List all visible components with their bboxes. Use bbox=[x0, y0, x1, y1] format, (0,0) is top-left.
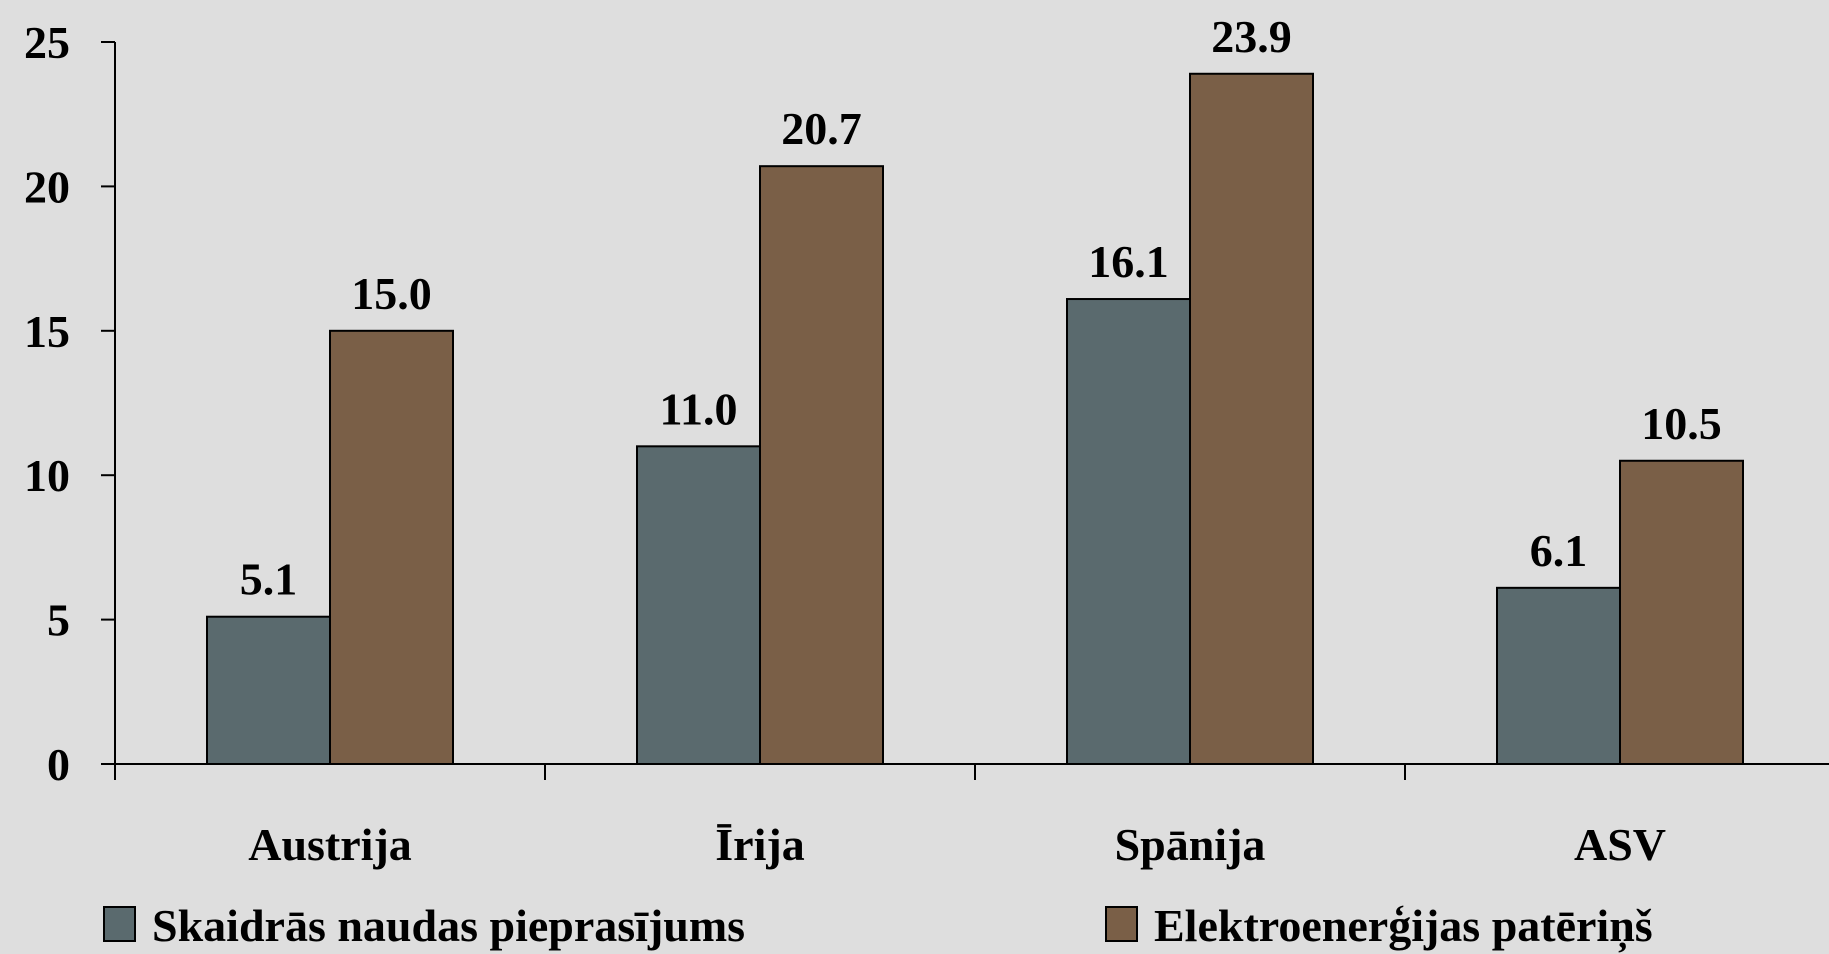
category-labels: Austrija Īrija Spānija ASV bbox=[248, 819, 1666, 870]
data-label: 10.5 bbox=[1641, 398, 1722, 449]
legend-item: Elektroenerģijas patēriņš bbox=[1105, 900, 1653, 953]
legend-label: Elektroenerģijas patēriņš bbox=[1154, 900, 1653, 953]
data-label: 5.1 bbox=[240, 554, 298, 605]
data-label: 6.1 bbox=[1530, 525, 1588, 576]
bar-electricity-consumption-0 bbox=[329, 329, 454, 765]
y-tick-label: 5 bbox=[47, 595, 70, 646]
category-label: Īrija bbox=[715, 819, 804, 870]
bar-cash-demand-2 bbox=[1066, 298, 1191, 765]
data-label: 23.9 bbox=[1211, 11, 1292, 62]
data-label: 15.0 bbox=[351, 268, 432, 319]
bar-cash-demand-3 bbox=[1496, 586, 1621, 765]
bar-electricity-consumption-1 bbox=[759, 165, 884, 765]
bar-cash-demand-0 bbox=[206, 615, 331, 765]
legend-label: Skaidrās naudas pieprasījums bbox=[152, 900, 745, 951]
bars bbox=[206, 72, 1744, 765]
legend-swatch bbox=[103, 906, 136, 942]
data-labels: 5.1 15.0 11.0 20.7 16.1 23.9 6.1 10.5 bbox=[240, 11, 1722, 605]
data-label: 20.7 bbox=[781, 103, 862, 154]
legend-item: Skaidrās naudas pieprasījums bbox=[103, 900, 745, 951]
x-axis bbox=[114, 763, 1829, 780]
category-label: Austrija bbox=[248, 819, 412, 870]
legend: Skaidrās naudas pieprasījums Elektroenerģ… bbox=[103, 900, 1653, 953]
bar-electricity-consumption-2 bbox=[1189, 72, 1314, 765]
category-label: ASV bbox=[1574, 819, 1666, 870]
y-tick-label: 15 bbox=[24, 306, 70, 357]
y-tick-label: 25 bbox=[24, 17, 70, 68]
category-label: Spānija bbox=[1115, 819, 1266, 870]
legend-swatch bbox=[1105, 906, 1138, 942]
bar-electricity-consumption-3 bbox=[1619, 459, 1744, 765]
bar-cash-demand-1 bbox=[636, 445, 761, 765]
y-axis: 0 5 10 15 20 25 bbox=[24, 17, 116, 790]
y-tick-label: 10 bbox=[24, 450, 70, 501]
y-tick-label: 0 bbox=[47, 739, 70, 790]
data-label: 16.1 bbox=[1088, 236, 1169, 287]
data-label: 11.0 bbox=[660, 383, 738, 434]
y-tick-label: 20 bbox=[24, 161, 70, 212]
